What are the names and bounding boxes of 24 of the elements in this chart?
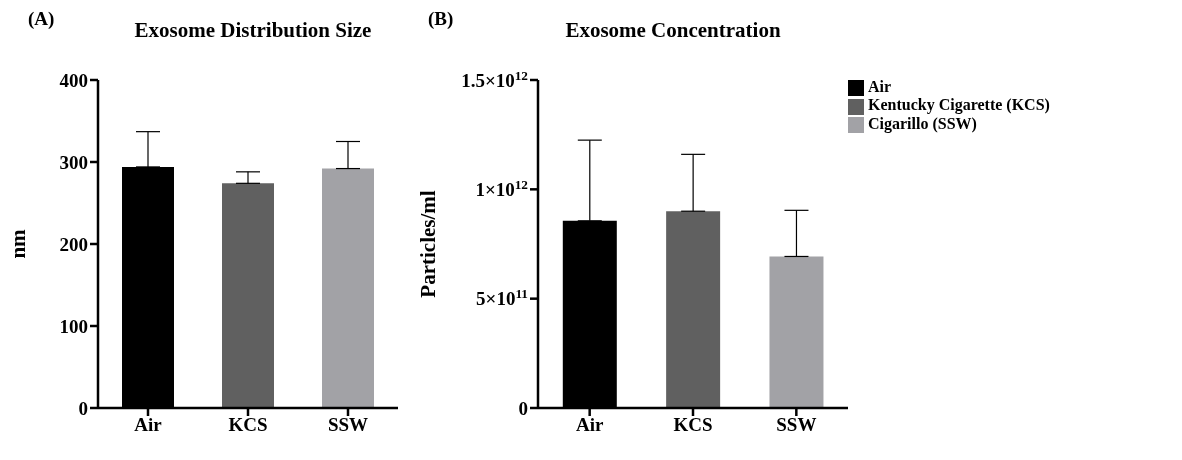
x-tick-label: KCS [228,414,268,436]
x-tick-label: Air [575,414,604,436]
text: (B) [428,8,454,29]
legend-label: Cigarillo (SSW) [868,114,977,132]
x-tick-label: SSW [776,414,817,436]
chart-title: Exosome Concentration [564,18,782,43]
y-tick-label: 1.5×10$^{12}$ [461,67,529,91]
y-tick-label: 100 [59,315,88,337]
x-tick-label: Air [134,414,163,436]
legend-label: Air [868,78,892,95]
chart-title: Exosome Distribution Size [133,18,373,43]
y-tick-label: 0 [518,397,528,419]
y-tick-label: 0 [78,397,88,419]
y-tick-label: 400 [59,69,88,91]
x-tick-label: KCS [673,414,713,436]
y-axis-title: Particles/ml [416,190,441,298]
y-tick-label: 300 [59,151,88,173]
x-tick-label: SSW [327,414,369,436]
y-axis-title: nm [6,228,31,259]
y-tick-label: 5×10$^{11}$ [476,285,528,310]
text: (A) [28,8,55,29]
legend-label: Kentucky Cigarette (KCS) [868,96,1050,114]
y-tick-label: 1×10$^{12}$ [475,176,529,200]
y-tick-label: 200 [59,233,88,255]
